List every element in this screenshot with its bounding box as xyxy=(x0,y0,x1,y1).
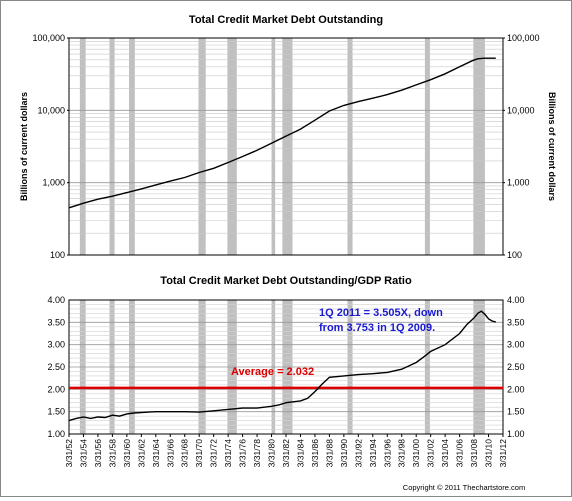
debt-recession-band-0 xyxy=(79,38,86,255)
debt-chart-title: Total Credit Market Debt Outstanding xyxy=(189,14,383,26)
x-tick-label: 3/31/02 xyxy=(426,439,436,468)
ratio-series-line xyxy=(68,310,496,422)
ratio-ytick-right: 2.50 xyxy=(507,362,525,372)
debt-recession-band-8 xyxy=(424,38,430,255)
annotation-line-1: 1Q 2011 = 3.505X, down xyxy=(319,307,443,319)
debt-recession-band-5 xyxy=(271,38,276,255)
ratio-ytick-right: 1.50 xyxy=(507,407,525,417)
debt-ytick-left: 1,000 xyxy=(42,178,65,188)
x-tick-label: 3/31/60 xyxy=(122,439,132,468)
debt-chart: Total Credit Market Debt Outstanding 100… xyxy=(19,14,557,260)
debt-chart-ylabel-right: Billions of current dollars xyxy=(547,92,557,201)
x-tick-label: 3/31/66 xyxy=(165,439,175,468)
x-tick-label: 3/31/96 xyxy=(382,439,392,468)
ratio-ytick-left: 3.00 xyxy=(47,340,65,350)
debt-series-line xyxy=(68,57,496,209)
x-tick-label: 3/31/90 xyxy=(339,439,349,468)
x-tick-label: 3/31/80 xyxy=(267,439,277,468)
x-tick-label: 3/31/54 xyxy=(78,439,88,468)
x-tick-label: 3/31/06 xyxy=(455,439,465,468)
x-tick-label: 3/31/82 xyxy=(281,439,291,468)
x-tick-label: 3/31/92 xyxy=(353,439,363,468)
x-tick-label: 3/31/12 xyxy=(498,439,508,468)
debt-plot-border xyxy=(68,37,504,256)
x-tick-label: 3/31/94 xyxy=(368,439,378,468)
x-tick-label: 3/31/72 xyxy=(209,439,219,468)
debt-chart-ylabel-left: Billions of current dollars xyxy=(19,92,29,201)
debt-ytick-left: 10,000 xyxy=(37,105,65,115)
x-tick-label: 3/31/64 xyxy=(151,439,161,468)
ratio-ytick-right: 4.00 xyxy=(507,295,525,305)
x-tick-label: 3/31/58 xyxy=(107,439,117,468)
ratio-ytick-right: 3.50 xyxy=(507,317,525,327)
debt-recession-band-4 xyxy=(227,38,237,255)
debt-ytick-right: 1,000 xyxy=(507,178,530,188)
x-tick-label: 3/31/84 xyxy=(295,439,305,468)
debt-recession-band-2 xyxy=(129,38,135,255)
ratio-ytick-right: 3.00 xyxy=(507,340,525,350)
ratio-ytick-right: 2.00 xyxy=(507,384,525,394)
average-label: Average = 2.032 xyxy=(231,366,314,378)
ratio-ytick-left: 2.50 xyxy=(47,362,65,372)
ratio-chart-title: Total Credit Market Debt Outstanding/GDP… xyxy=(160,275,412,287)
ratio-ytick-right: 1.00 xyxy=(507,429,525,439)
debt-ytick-right: 100,000 xyxy=(507,33,540,43)
x-tick-label: 3/31/04 xyxy=(440,439,450,468)
x-tick-label: 3/31/76 xyxy=(238,439,248,468)
x-tick-label: 3/31/74 xyxy=(223,439,233,468)
debt-recession-band-3 xyxy=(198,38,206,255)
annotation-line-2: from 3.753 in 1Q 2009. xyxy=(319,322,435,334)
x-tick-label: 3/31/70 xyxy=(194,439,204,468)
debt-ytick-right: 100 xyxy=(507,250,522,260)
debt-recession-band-1 xyxy=(109,38,115,255)
ratio-ytick-left: 1.00 xyxy=(47,429,65,439)
debt-recession-band-9 xyxy=(473,38,485,255)
ratio-ytick-left: 1.50 xyxy=(47,407,65,417)
x-tick-label: 3/31/08 xyxy=(469,439,479,468)
ratio-ytick-left: 4.00 xyxy=(47,295,65,305)
x-tick-label: 3/31/98 xyxy=(397,439,407,468)
x-tick-label: 3/31/10 xyxy=(484,439,494,468)
ratio-chart: Total Credit Market Debt Outstanding/GDP… xyxy=(47,275,524,467)
debt-ytick-right: 10,000 xyxy=(507,105,535,115)
x-tick-label: 3/31/78 xyxy=(252,439,262,468)
debt-recession-band-7 xyxy=(347,38,353,255)
x-tick-label: 3/31/62 xyxy=(136,439,146,468)
debt-ytick-left: 100 xyxy=(50,250,65,260)
copyright-text: Copyright © 2011 Thechartstore.com xyxy=(403,483,525,492)
x-tick-label: 3/31/52 xyxy=(64,439,74,468)
ratio-ytick-left: 2.00 xyxy=(47,384,65,394)
ratio-ytick-left: 3.50 xyxy=(47,317,65,327)
x-tick-label: 3/31/56 xyxy=(93,439,103,468)
x-tick-label: 3/31/00 xyxy=(411,439,421,468)
debt-ytick-left: 100,000 xyxy=(32,33,65,43)
debt-recession-band-6 xyxy=(282,38,293,255)
x-tick-label: 3/31/68 xyxy=(180,439,190,468)
x-tick-label: 3/31/88 xyxy=(324,439,334,468)
x-tick-label: 3/31/86 xyxy=(310,439,320,468)
